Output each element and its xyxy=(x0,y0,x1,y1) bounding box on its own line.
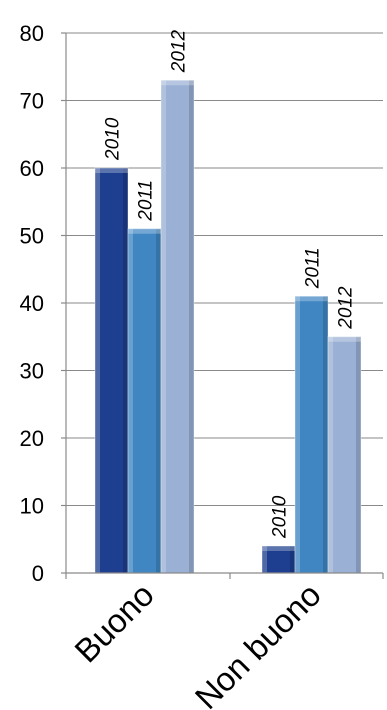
x-category-label: Non buono xyxy=(188,576,328,710)
bar-bevel-left xyxy=(128,228,133,573)
bar-body xyxy=(128,228,161,573)
bar-bevel-top xyxy=(262,546,295,551)
y-tick-label: 30 xyxy=(20,359,44,384)
data-labels: 2010 2011 2012 2010 2011 2012 xyxy=(103,30,357,539)
bar-bevel-left xyxy=(95,168,100,573)
bar-body xyxy=(95,168,128,573)
bar-non-buono-2012 xyxy=(327,336,362,574)
bar-body xyxy=(262,546,295,573)
y-tick-label: 60 xyxy=(20,156,44,181)
bar-bevel-top xyxy=(295,296,328,302)
y-tick-label: 50 xyxy=(20,224,44,249)
y-tick-label: 20 xyxy=(20,426,44,451)
bar-bevel-right xyxy=(189,80,194,573)
bar-bevel-top xyxy=(328,336,361,342)
bar-non-buono-2011 xyxy=(294,295,329,574)
bar-body xyxy=(328,336,361,573)
axes xyxy=(65,33,384,579)
y-tick-label: 40 xyxy=(20,291,44,316)
bar-bevel-right xyxy=(290,546,295,573)
bar-buono-2012 xyxy=(160,79,195,574)
bar-buono-2011 xyxy=(127,228,162,574)
bar-bevel-right xyxy=(356,336,361,573)
data-label-2010: 2010 xyxy=(270,495,291,539)
y-tick-label: 70 xyxy=(20,89,44,114)
data-label-2012: 2012 xyxy=(336,286,357,330)
bars xyxy=(94,79,362,574)
bar-bevel-right xyxy=(156,228,161,573)
bar-body xyxy=(161,80,194,573)
data-label-2010: 2010 xyxy=(103,117,124,161)
y-axis-ticks: 0 10 20 30 40 50 60 70 80 xyxy=(20,21,66,586)
bar-buono-2010 xyxy=(94,167,129,574)
bar-bevel-top xyxy=(95,168,128,173)
bar-bevel-right xyxy=(323,296,328,573)
y-tick-label: 0 xyxy=(32,561,44,586)
data-label-2011: 2011 xyxy=(136,180,157,222)
y-tick-label: 10 xyxy=(20,494,44,519)
bar-bevel-left xyxy=(295,296,300,573)
bar-bevel-top xyxy=(161,80,194,86)
bar-body xyxy=(295,296,328,573)
bar-bevel-top xyxy=(128,228,161,234)
category-labels: Buono Non buono xyxy=(67,576,328,710)
y-tick-label: 80 xyxy=(20,21,44,46)
bar-bevel-left xyxy=(161,80,166,573)
bar-bevel-right xyxy=(123,168,128,573)
data-label-2011: 2011 xyxy=(303,247,324,289)
bar-bevel-left xyxy=(262,546,267,573)
bar-bevel-left xyxy=(328,336,333,573)
x-category-label: Buono xyxy=(67,576,161,670)
data-label-2012: 2012 xyxy=(169,30,190,74)
bar-non-buono-2010 xyxy=(261,545,296,574)
